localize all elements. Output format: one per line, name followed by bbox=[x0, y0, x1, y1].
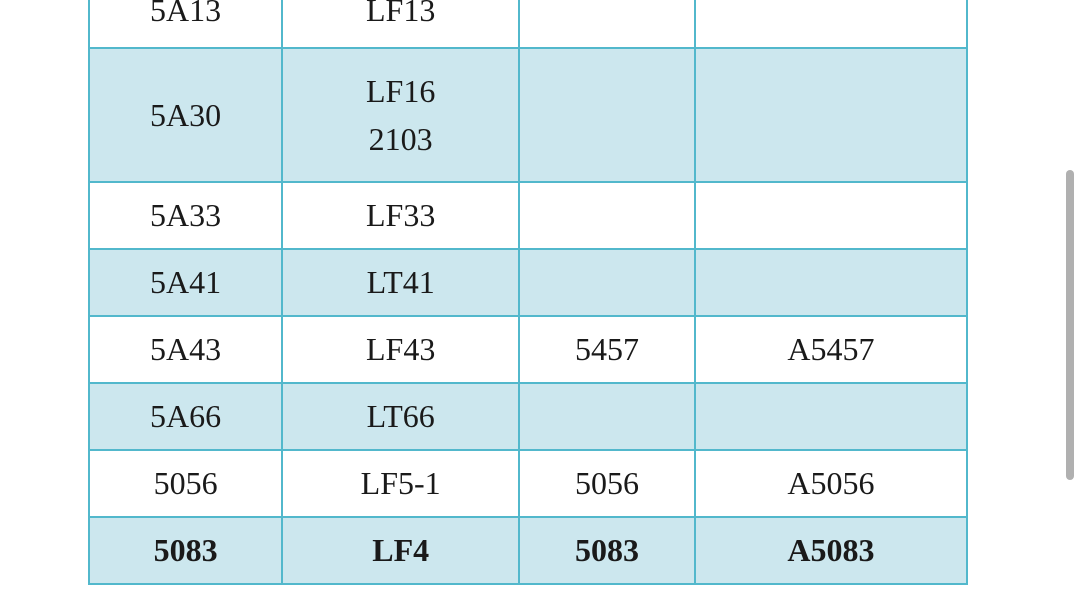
scrollbar-thumb[interactable] bbox=[1066, 170, 1074, 480]
cell: 5083 bbox=[519, 517, 695, 584]
cell: LF4 bbox=[282, 517, 519, 584]
cell-line2: 2103 bbox=[369, 121, 433, 157]
cell-line1: LF16 bbox=[366, 73, 435, 109]
table-row: 5083 LF4 5083 A5083 bbox=[89, 517, 967, 584]
cell: A5457 bbox=[695, 316, 967, 383]
cell: 5A33 bbox=[89, 182, 282, 249]
cell: A5056 bbox=[695, 450, 967, 517]
cell bbox=[695, 0, 967, 48]
cell bbox=[695, 249, 967, 316]
table-row: 5A41 LT41 bbox=[89, 249, 967, 316]
cell: LF5-1 bbox=[282, 450, 519, 517]
cell: 5457 bbox=[519, 316, 695, 383]
cell: LF33 bbox=[282, 182, 519, 249]
cell: LF43 bbox=[282, 316, 519, 383]
cell: 5056 bbox=[519, 450, 695, 517]
cell: 5A66 bbox=[89, 383, 282, 450]
table-row: 5A13 LF13 bbox=[89, 0, 967, 48]
cell bbox=[519, 0, 695, 48]
alloy-table-container: 5A13 LF13 5A30 LF16 2103 5A33 LF33 5A41 L… bbox=[88, 0, 968, 585]
table-row: 5056 LF5-1 5056 A5056 bbox=[89, 450, 967, 517]
cell bbox=[519, 383, 695, 450]
cell bbox=[695, 383, 967, 450]
cell bbox=[695, 48, 967, 182]
cell: 5A30 bbox=[89, 48, 282, 182]
cell: 5A13 bbox=[89, 0, 282, 48]
cell: LF13 bbox=[282, 0, 519, 48]
cell: LT66 bbox=[282, 383, 519, 450]
cell: A5083 bbox=[695, 517, 967, 584]
cell: 5056 bbox=[89, 450, 282, 517]
table-row: 5A30 LF16 2103 bbox=[89, 48, 967, 182]
cell bbox=[695, 182, 967, 249]
cell: 5083 bbox=[89, 517, 282, 584]
cell: LT41 bbox=[282, 249, 519, 316]
cell: 5A41 bbox=[89, 249, 282, 316]
cell bbox=[519, 249, 695, 316]
cell: 5A43 bbox=[89, 316, 282, 383]
table-body: 5A13 LF13 5A30 LF16 2103 5A33 LF33 5A41 L… bbox=[89, 0, 967, 584]
table-row: 5A33 LF33 bbox=[89, 182, 967, 249]
table-row: 5A66 LT66 bbox=[89, 383, 967, 450]
cell bbox=[519, 182, 695, 249]
table-row: 5A43 LF43 5457 A5457 bbox=[89, 316, 967, 383]
cell bbox=[519, 48, 695, 182]
cell-multiline: LF16 2103 bbox=[282, 48, 519, 182]
alloy-designation-table: 5A13 LF13 5A30 LF16 2103 5A33 LF33 5A41 L… bbox=[88, 0, 968, 585]
